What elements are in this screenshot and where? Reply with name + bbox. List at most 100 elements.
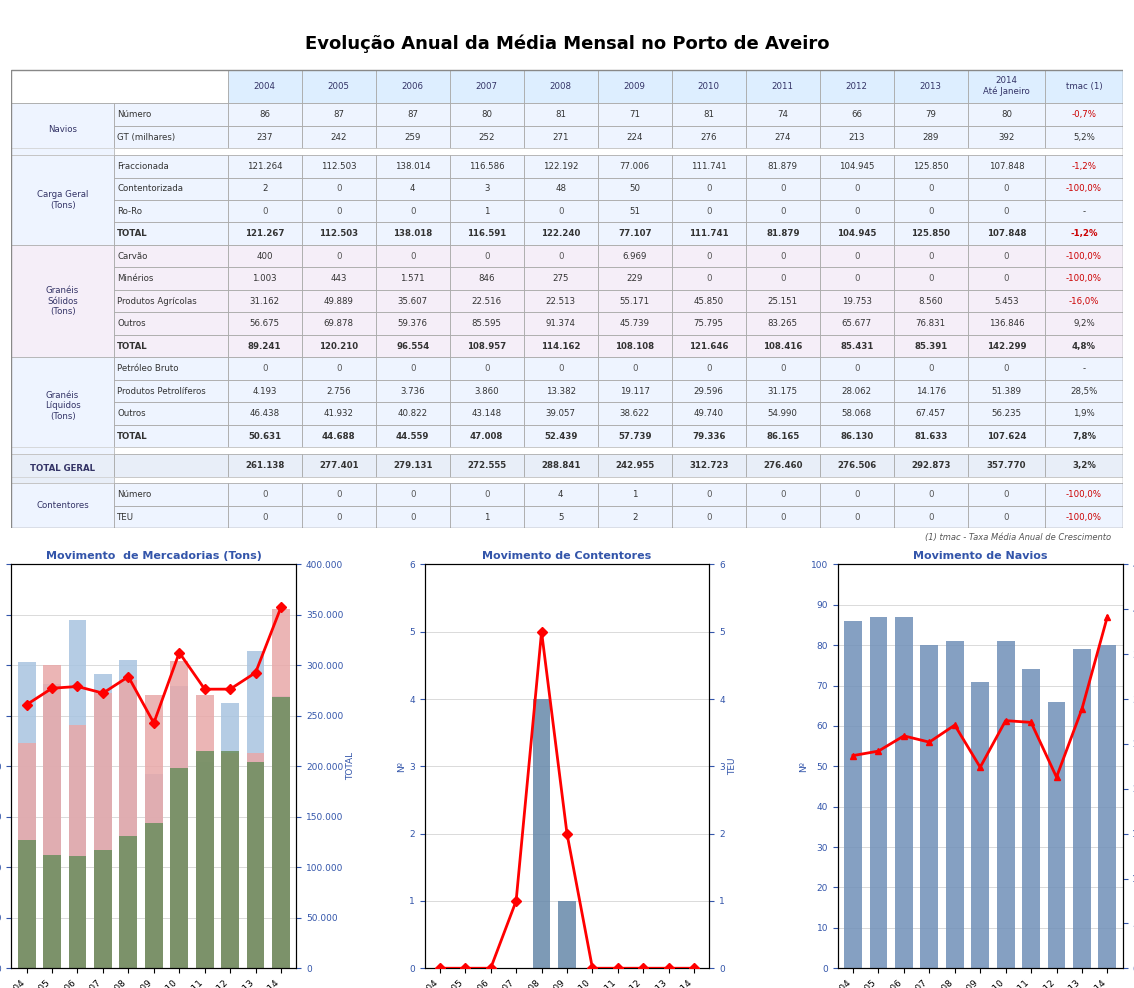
Bar bbox=[450, 289, 524, 312]
Bar bbox=[302, 222, 375, 245]
Bar bbox=[113, 268, 228, 289]
Bar bbox=[967, 178, 1046, 200]
Bar bbox=[524, 268, 598, 289]
Text: Produtos Petrolíferos: Produtos Petrolíferos bbox=[117, 386, 206, 395]
Bar bbox=[598, 125, 671, 148]
Bar bbox=[967, 200, 1046, 222]
Bar bbox=[820, 268, 894, 289]
Bar bbox=[302, 454, 375, 476]
Bar bbox=[113, 402, 228, 425]
Bar bbox=[228, 335, 302, 358]
Text: Outros: Outros bbox=[117, 319, 146, 328]
Bar bbox=[671, 200, 746, 222]
Bar bbox=[598, 268, 671, 289]
Bar bbox=[746, 104, 820, 125]
Bar bbox=[450, 178, 524, 200]
Bar bbox=[113, 104, 228, 125]
Bar bbox=[1046, 425, 1123, 448]
Bar bbox=[671, 125, 746, 148]
Bar bbox=[11, 483, 113, 529]
Text: TOTAL: TOTAL bbox=[117, 229, 147, 238]
Bar bbox=[894, 312, 967, 335]
Bar bbox=[228, 155, 302, 178]
Text: 0: 0 bbox=[1004, 275, 1009, 284]
Bar bbox=[272, 697, 290, 968]
Bar bbox=[375, 125, 450, 148]
Text: 0: 0 bbox=[336, 184, 341, 194]
Bar bbox=[894, 380, 967, 402]
Bar bbox=[820, 454, 894, 476]
Bar bbox=[375, 312, 450, 335]
Bar bbox=[375, 402, 450, 425]
Bar bbox=[450, 454, 524, 476]
Bar bbox=[11, 448, 1123, 454]
Text: Evolução Anual da Média Mensal no Porto de Aveiro: Evolução Anual da Média Mensal no Porto … bbox=[305, 35, 829, 53]
Bar bbox=[598, 454, 671, 476]
Y-axis label: Nº: Nº bbox=[799, 761, 807, 772]
Text: 0: 0 bbox=[780, 184, 786, 194]
Bar bbox=[894, 155, 967, 178]
Bar bbox=[820, 222, 894, 245]
Bar bbox=[894, 104, 967, 125]
Bar bbox=[43, 665, 61, 968]
Bar bbox=[746, 69, 820, 104]
Bar bbox=[113, 483, 228, 506]
Bar bbox=[450, 454, 524, 476]
Text: -: - bbox=[1082, 206, 1085, 215]
Bar bbox=[68, 724, 86, 968]
Bar bbox=[524, 289, 598, 312]
Bar bbox=[524, 358, 598, 380]
Bar bbox=[247, 753, 264, 968]
Text: 107.848: 107.848 bbox=[987, 229, 1026, 238]
Bar bbox=[820, 125, 894, 148]
Bar bbox=[113, 155, 228, 178]
Bar bbox=[671, 268, 746, 289]
Bar bbox=[1099, 645, 1116, 968]
Text: -100,0%: -100,0% bbox=[1066, 513, 1102, 522]
Text: 0: 0 bbox=[854, 206, 860, 215]
Bar bbox=[1046, 425, 1123, 448]
Text: 77.006: 77.006 bbox=[619, 162, 650, 171]
Bar bbox=[302, 69, 375, 104]
Text: 252: 252 bbox=[479, 132, 494, 141]
Bar bbox=[113, 222, 228, 245]
Bar bbox=[524, 104, 598, 125]
Bar bbox=[228, 335, 302, 358]
Bar bbox=[524, 155, 598, 178]
Bar bbox=[302, 335, 375, 358]
Bar bbox=[450, 69, 524, 104]
Text: 5: 5 bbox=[558, 513, 564, 522]
Y-axis label: TOTAL: TOTAL bbox=[346, 752, 355, 781]
Text: 224: 224 bbox=[626, 132, 643, 141]
Bar bbox=[894, 402, 967, 425]
Text: 276: 276 bbox=[701, 132, 717, 141]
Text: 44.688: 44.688 bbox=[322, 432, 356, 441]
Bar bbox=[145, 823, 162, 968]
Bar bbox=[113, 125, 228, 148]
Text: 85.391: 85.391 bbox=[914, 342, 947, 351]
Text: 1: 1 bbox=[484, 513, 490, 522]
Bar bbox=[170, 687, 188, 968]
Bar bbox=[113, 125, 228, 148]
Bar bbox=[894, 178, 967, 200]
Bar bbox=[746, 178, 820, 200]
Bar bbox=[746, 358, 820, 380]
Bar bbox=[113, 506, 228, 529]
Bar bbox=[450, 69, 524, 104]
Text: 108.416: 108.416 bbox=[763, 342, 803, 351]
Text: 67.457: 67.457 bbox=[916, 409, 946, 418]
Text: 242: 242 bbox=[330, 132, 347, 141]
Text: 0: 0 bbox=[854, 275, 860, 284]
Bar bbox=[598, 268, 671, 289]
Bar bbox=[820, 425, 894, 448]
Bar bbox=[228, 222, 302, 245]
Text: 2004: 2004 bbox=[254, 82, 276, 91]
Bar bbox=[228, 454, 302, 476]
Bar bbox=[119, 680, 137, 968]
Bar bbox=[820, 425, 894, 448]
Bar bbox=[228, 312, 302, 335]
Bar bbox=[375, 69, 450, 104]
Bar bbox=[967, 506, 1046, 529]
Bar bbox=[375, 222, 450, 245]
Bar bbox=[746, 268, 820, 289]
